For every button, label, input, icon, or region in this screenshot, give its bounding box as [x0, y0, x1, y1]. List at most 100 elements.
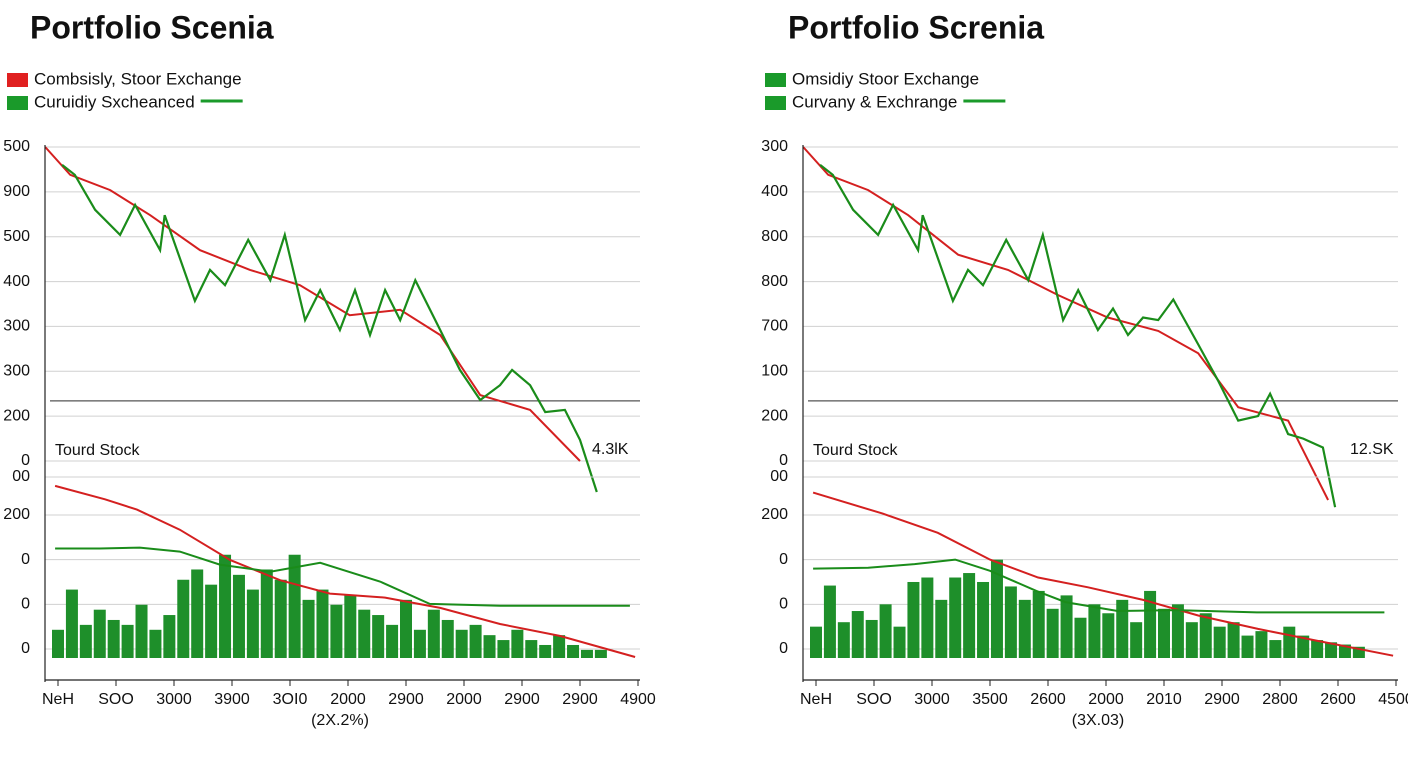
series-line	[54, 484, 636, 658]
legend-label: Curvany & Exchrange	[792, 92, 957, 111]
x-tick-label: 3OI0	[273, 691, 308, 708]
bar	[1144, 590, 1157, 658]
y-tick-label: 200	[761, 506, 788, 523]
bar	[1018, 599, 1031, 658]
bar	[851, 611, 864, 658]
bar	[893, 626, 906, 658]
bar	[219, 554, 232, 658]
x-tick-label: 4900	[620, 691, 656, 708]
series-line	[55, 546, 630, 607]
x-tick-label: 2900	[504, 691, 540, 708]
bar	[121, 624, 134, 658]
legend-swatch	[765, 73, 786, 87]
x-tick-label: 2800	[1262, 691, 1298, 708]
x-tick-label: 2010	[1146, 691, 1182, 708]
bar	[1074, 617, 1087, 658]
bar	[963, 573, 976, 658]
bar	[865, 619, 878, 658]
bar	[330, 604, 343, 658]
bar	[1060, 595, 1073, 658]
y-tick-label: 400	[3, 273, 30, 290]
bar	[1297, 635, 1310, 658]
bar	[525, 640, 538, 658]
y-tick-label: 200	[3, 506, 30, 523]
chart-title: Portfolio Screnia	[788, 9, 1044, 45]
x-tick-label: 2900	[562, 691, 598, 708]
x-tick-label: 2900	[1204, 691, 1240, 708]
y-tick-label: 300	[761, 138, 788, 155]
legend-label: Omsidiy Stoor Exchange	[792, 69, 979, 88]
bar	[135, 604, 148, 658]
bar	[413, 629, 426, 658]
bar	[274, 579, 287, 658]
bar	[837, 622, 850, 658]
bar	[1088, 604, 1101, 658]
x-tick-label: 4500	[1378, 691, 1408, 708]
bar	[427, 609, 440, 658]
y-tick-label: 0	[779, 452, 788, 469]
legend-swatch	[7, 73, 28, 87]
y-tick-label: 00	[770, 468, 788, 485]
bar	[1338, 644, 1351, 658]
series-line	[61, 164, 598, 493]
y-tick-label: 0	[779, 640, 788, 657]
y-tick-label: 100	[761, 363, 788, 380]
series-line	[819, 164, 1337, 508]
x-tick-label: SOO	[98, 691, 134, 708]
x-tick-label: 2000	[446, 691, 482, 708]
x-tick-label: 3900	[214, 691, 250, 708]
y-tick-label: 0	[779, 551, 788, 568]
bar	[232, 574, 245, 658]
y-tick-label: 800	[761, 273, 788, 290]
y-tick-label: 300	[3, 318, 30, 335]
bar	[921, 577, 934, 658]
bar	[455, 629, 468, 658]
x-tick-label: 2600	[1030, 691, 1066, 708]
bar	[316, 589, 329, 658]
bar	[1004, 586, 1017, 658]
x-tick-label: 2000	[330, 691, 366, 708]
bar	[149, 629, 162, 658]
x-tick-label: SOO	[856, 691, 892, 708]
x-tick-label: NeH	[42, 691, 74, 708]
end-label: 12.SK	[1350, 441, 1394, 458]
bar	[990, 559, 1003, 658]
x-tick-label: 2600	[1320, 691, 1356, 708]
bar	[1283, 626, 1296, 658]
y-tick-label: 500	[3, 228, 30, 245]
x-axis-label: (3X.03)	[1072, 712, 1124, 729]
bar	[441, 619, 454, 658]
y-tick-label: 300	[3, 363, 30, 380]
bar	[1185, 622, 1198, 658]
y-tick-label: 0	[21, 452, 30, 469]
x-tick-label: 3500	[972, 691, 1008, 708]
bar	[1199, 613, 1212, 658]
bar	[1325, 642, 1338, 658]
legend-swatch	[765, 96, 786, 110]
bar	[1255, 631, 1268, 658]
bar	[1116, 599, 1129, 658]
bar	[539, 644, 552, 658]
chart-title: Portfolio Scenia	[30, 9, 274, 45]
x-tick-label: 3000	[156, 691, 192, 708]
y-tick-label: 700	[761, 318, 788, 335]
x-tick-label: 2900	[388, 691, 424, 708]
bar	[1130, 622, 1143, 658]
x-tick-label: 2000	[1088, 691, 1124, 708]
bar	[1171, 604, 1184, 658]
bar	[949, 577, 962, 658]
bar	[823, 585, 836, 658]
legend-label: Curuidiy Sxcheanced	[34, 92, 195, 111]
legend-label: Combsisly, Stoor Exchange	[34, 69, 242, 88]
bar	[483, 635, 496, 658]
y-tick-label: 800	[761, 228, 788, 245]
bar	[93, 609, 106, 658]
y-tick-label: 0	[21, 640, 30, 657]
bar	[65, 589, 78, 658]
bar	[1227, 622, 1240, 658]
y-tick-label: 0	[21, 551, 30, 568]
y-tick-label: 900	[3, 183, 30, 200]
y-tick-label: 500	[3, 138, 30, 155]
bar	[553, 635, 566, 658]
